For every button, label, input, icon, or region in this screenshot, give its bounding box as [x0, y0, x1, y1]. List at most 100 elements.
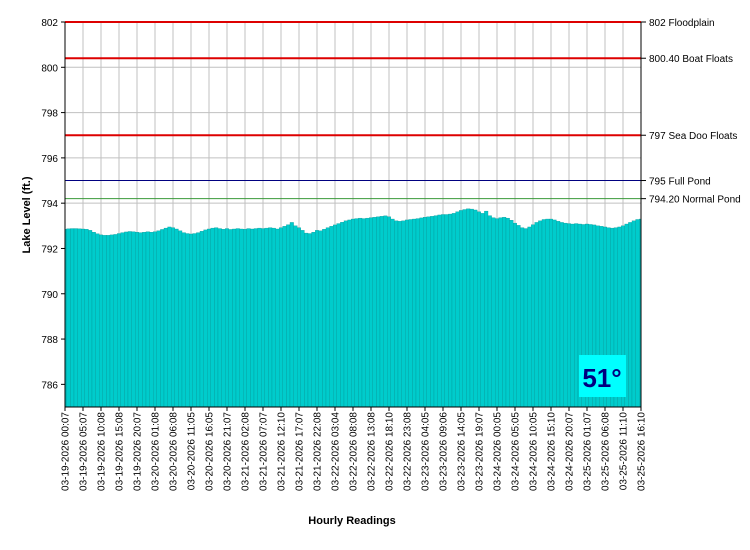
area-bar — [559, 222, 564, 408]
area-bar — [628, 222, 633, 408]
area-bar — [275, 228, 280, 408]
area-bar — [545, 218, 550, 408]
area-bar — [394, 220, 399, 408]
area-bar — [106, 235, 111, 408]
area-bar — [293, 225, 298, 408]
area-bar — [505, 217, 510, 408]
x-tick-label: 03-25-2026 01:07 — [583, 412, 594, 491]
x-tick-label: 03-25-2026 16:10 — [637, 412, 648, 491]
area-bar — [149, 232, 154, 408]
area-bar — [340, 222, 345, 408]
area-bar — [225, 228, 229, 408]
area-bar — [351, 218, 355, 408]
area-bar — [282, 226, 287, 408]
y-tick-label: 794 — [41, 199, 58, 210]
reference-label: 797 Sea Doo Floats — [649, 131, 737, 142]
area-bar — [300, 230, 305, 408]
area-bar — [513, 222, 517, 408]
area-bar — [469, 208, 474, 408]
area-bar — [541, 219, 546, 408]
area-bar — [491, 217, 496, 408]
area-bar — [199, 231, 204, 408]
area-bar — [567, 223, 571, 408]
reference-label: 795 Full Pond — [649, 177, 711, 188]
area-bar — [304, 232, 309, 408]
area-bar — [192, 233, 197, 408]
area-bar — [426, 216, 431, 408]
reference-label: 802 Floodplain — [649, 18, 715, 29]
area-bar — [203, 229, 208, 408]
area-bar — [336, 223, 341, 408]
x-tick-label: 03-19-2026 15:08 — [115, 412, 126, 491]
x-tick-label: 03-19-2026 10:08 — [97, 412, 108, 491]
area-bar — [397, 221, 402, 408]
area-bar — [210, 227, 215, 408]
x-tick-label: 03-24-2026 10:05 — [529, 412, 540, 491]
area-bar — [484, 210, 489, 408]
reference-label: 794.20 Normal Pond — [649, 195, 741, 206]
area-bar — [250, 228, 255, 408]
area-bar — [246, 228, 251, 408]
area-bar — [520, 227, 525, 408]
area-bar — [214, 227, 219, 408]
x-tick-label: 03-22-2026 13:08 — [367, 412, 378, 491]
area-bar — [563, 222, 568, 408]
area-bar — [109, 234, 114, 408]
area-bar — [516, 225, 521, 408]
area-bar — [113, 234, 118, 408]
x-tick-label: 03-20-2026 06:08 — [169, 412, 180, 491]
x-tick-label: 03-24-2026 05:05 — [511, 412, 522, 491]
area-bar — [347, 219, 352, 408]
area-bar — [415, 218, 420, 408]
area-bar — [124, 231, 129, 408]
area-bar — [401, 220, 406, 408]
area-bar — [221, 229, 226, 408]
area-bar — [390, 218, 395, 408]
area-bar — [419, 217, 424, 408]
area-bar — [289, 222, 294, 408]
area-bar — [167, 226, 172, 408]
area-bar — [120, 232, 125, 408]
area-bar — [387, 216, 391, 408]
area-bar — [549, 218, 553, 408]
area-bar — [523, 228, 528, 408]
area-bar — [354, 218, 359, 408]
x-tick-label: 03-23-2026 19:07 — [475, 412, 486, 491]
area-bar — [379, 216, 384, 408]
area-bar — [235, 228, 240, 408]
x-tick-label: 03-20-2026 21:07 — [223, 412, 234, 491]
area-bar — [127, 231, 132, 408]
area-bar — [433, 215, 438, 408]
area-bar — [358, 217, 363, 408]
area-bar — [495, 218, 499, 408]
area-bar — [297, 227, 301, 408]
area-bar — [171, 227, 175, 408]
area-bar — [408, 219, 413, 408]
temperature-badge: 51° — [582, 363, 621, 393]
area-bar — [73, 228, 78, 408]
area-bar — [153, 231, 157, 408]
y-tick-label: 788 — [41, 335, 58, 346]
area-bar — [412, 218, 417, 408]
area-bar — [531, 224, 535, 408]
area-bar — [477, 211, 481, 408]
y-tick-label: 786 — [41, 380, 58, 391]
area-bar — [135, 232, 139, 408]
x-tick-label: 03-23-2026 09:06 — [439, 412, 450, 491]
x-tick-label: 03-21-2026 22:08 — [313, 412, 324, 491]
area-bar — [70, 228, 75, 408]
area-bar — [315, 230, 319, 408]
area-bar — [228, 229, 233, 408]
area-bar — [423, 217, 427, 408]
area-bar — [444, 214, 449, 408]
area-bar — [95, 233, 100, 408]
area-bar — [239, 228, 244, 408]
area-bar — [178, 230, 183, 408]
area-bar — [84, 229, 89, 408]
area-bar — [185, 233, 190, 408]
area-bar — [88, 230, 93, 408]
area-bar — [77, 228, 82, 408]
area-bar — [253, 228, 258, 408]
area-bar — [448, 213, 453, 408]
